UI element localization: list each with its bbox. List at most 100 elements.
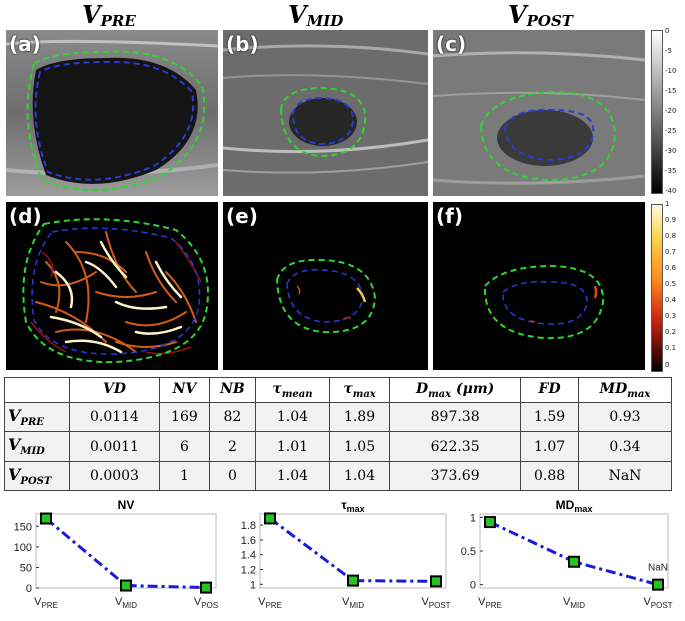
data-point [568, 555, 580, 568]
y-tick-label: 50 [20, 562, 32, 574]
colorbar-tick: -30 [665, 147, 677, 155]
colorbar-tick: 0.6 [665, 264, 677, 272]
colorbar-tick: -10 [665, 67, 677, 75]
table-cell: 0.88 [520, 460, 579, 492]
colorbar-tick: 0.2 [665, 328, 677, 336]
colorbar-tick: 0.7 [665, 248, 677, 256]
colorbar-tick: 0.1 [665, 344, 677, 352]
table-cell: 0 [208, 460, 256, 492]
y-tick-label: 0 [26, 583, 32, 595]
x-tick-label: VMID [342, 596, 364, 610]
panel-label: (f) [436, 204, 463, 228]
table-cell: 622.35 [389, 431, 522, 462]
y-tick-label: 1 [470, 512, 476, 524]
row-header: VPOST [4, 460, 70, 492]
colorbar-tick: 0 [665, 27, 670, 35]
ultrasound-panel-mid: (b) [223, 30, 428, 196]
table-cell: 0.0114 [69, 402, 160, 433]
table-header: FD [520, 376, 579, 404]
table-header: MDmax [578, 376, 672, 404]
table-cell: 1.04 [254, 460, 330, 492]
row-header: VPRE [4, 402, 70, 433]
table-header: Dmax (μm) [389, 376, 522, 404]
table-cell: 6 [158, 431, 210, 462]
plot-title: NV [118, 498, 135, 512]
table-cell: 1.04 [328, 460, 391, 492]
hot-colorbar [651, 204, 663, 372]
colorbar-tick: 0.4 [665, 296, 677, 304]
data-point [40, 512, 52, 525]
plot-title: τmax [341, 498, 364, 514]
data-point [652, 578, 664, 591]
x-tick-label: VPRE [478, 596, 502, 610]
x-tick-label: VMID [563, 596, 585, 610]
colorbar-tick: -20 [665, 107, 677, 115]
colorbar-tick: -35 [665, 167, 677, 175]
y-tick-label: 100 [14, 542, 32, 554]
x-tick-label: VMID [115, 596, 137, 610]
colorbar-tick: -40 [665, 187, 677, 195]
column-title-mid: VMID [288, 0, 344, 30]
y-tick-label: 1.6 [241, 535, 256, 547]
y-tick-label: 1 [250, 579, 256, 591]
data-point [430, 575, 442, 588]
table-header: τmax [328, 376, 391, 404]
table-cell: 2 [208, 431, 256, 462]
point-annotation: NaN [648, 563, 668, 574]
vessel-map-panel-post: (f) [433, 202, 645, 370]
table-cell: 169 [158, 402, 210, 433]
panel-label: (e) [226, 204, 258, 228]
table-cell: 0.34 [578, 431, 672, 462]
table-header: NV [158, 376, 210, 404]
table-row: VPOST 0.0003 1 0 1.04 1.04 373.69 0.88 N… [4, 460, 672, 492]
data-point [347, 574, 359, 587]
panel-label: (a) [9, 32, 41, 56]
y-tick-label: 0 [470, 580, 476, 592]
table-cell: 373.69 [389, 460, 522, 492]
ultrasound-panel-pre: (a) [6, 30, 218, 196]
data-point [120, 579, 132, 592]
y-tick-label: 1.2 [241, 565, 256, 577]
colorbar-tick: -25 [665, 127, 677, 135]
colorbar-tick: 0.8 [665, 232, 677, 240]
row-header: VMID [4, 431, 70, 462]
data-point [264, 512, 276, 525]
plot-frame [35, 513, 217, 589]
table-cell: 1.05 [328, 431, 391, 462]
table-cell: 1.04 [254, 402, 330, 433]
panel-label: (d) [9, 204, 42, 228]
table-cell: 0.93 [578, 402, 672, 433]
data-point [200, 581, 212, 594]
colorbar-tick: 0.5 [665, 280, 677, 288]
panel-label: (c) [436, 32, 467, 56]
plot-title: MDmax [556, 498, 593, 514]
plot-tau-max-svg: τmax 1 1.2 1.4 1.6 1.8 VPRE VMID VPOST [241, 498, 451, 610]
data-point [484, 516, 496, 529]
plot-frame [479, 513, 669, 589]
table-cell: 0.0003 [69, 460, 160, 492]
y-tick-label: 1.8 [241, 520, 256, 532]
table-row: VPRE 0.0114 169 82 1.04 1.89 897.38 1.59… [4, 402, 672, 433]
colorbar-tick: 0 [665, 361, 670, 369]
plot-nv: NV 0 50 100 150 VPRE VMID VPOS [0, 496, 228, 617]
table-cell: 82 [208, 402, 256, 433]
colorbar-tick: 0.3 [665, 312, 677, 320]
x-tick-label: VPOS [194, 596, 218, 610]
y-tick-label: 150 [14, 521, 32, 533]
y-tick-label: 0.5 [461, 546, 476, 558]
colorbar-tick: 0.9 [665, 216, 677, 224]
table-corner-cell [4, 376, 70, 404]
table-cell: NaN [578, 460, 672, 492]
x-tick-label: VPRE [34, 596, 58, 610]
x-tick-label: VPOST [421, 596, 450, 610]
plot-tau-max: τmax 1 1.2 1.4 1.6 1.8 VPRE VMID VPOST [228, 496, 456, 617]
table-cell: 1.89 [328, 402, 391, 433]
ultrasound-panel-post: (c) [433, 30, 645, 196]
x-tick-label: VPOST [643, 596, 672, 610]
table-cell: 897.38 [389, 402, 522, 433]
column-title-post: VPOST [508, 0, 573, 30]
table-cell: 1.07 [520, 431, 579, 462]
table-header: NB [208, 376, 256, 404]
panel-label: (b) [226, 32, 259, 56]
plot-nv-svg: NV 0 50 100 150 VPRE VMID VPOS [14, 498, 218, 610]
